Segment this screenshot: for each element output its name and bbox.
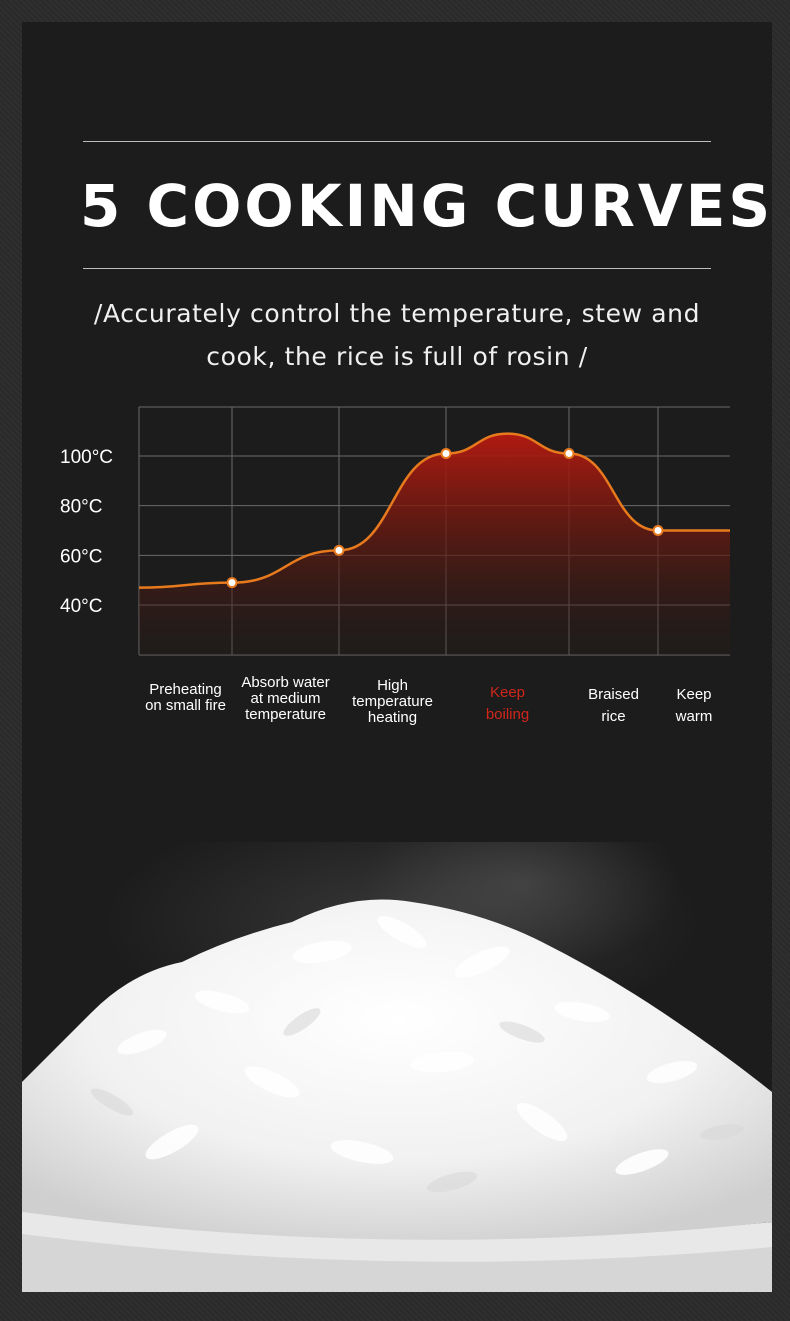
stage-label-4: Keep boiling	[448, 682, 568, 726]
subtitle: /Accurately control the temperature, ste…	[52, 292, 742, 378]
stage-label-2: Absorb water at medium temperature	[226, 675, 346, 723]
curve-point-marker-1	[226, 577, 238, 589]
page-title: 5 COOKING CURVES	[80, 172, 772, 240]
content-panel: 5 COOKING CURVES /Accurately control the…	[22, 22, 772, 1292]
y-tick-label: 80°C	[60, 497, 102, 518]
stage-label-line: heating	[367, 709, 418, 726]
stage-label-5: Braised rice	[554, 684, 674, 728]
curve-point-marker-5	[652, 525, 664, 536]
rice-bowl-image	[22, 842, 772, 1292]
divider-top	[83, 141, 711, 142]
stage-label-line: Preheating	[149, 681, 222, 698]
stage-label-line: rice	[601, 708, 626, 725]
stage-label-3: High temperature heating	[333, 678, 453, 726]
stage-label-line: warm	[675, 708, 713, 725]
stage-label-1: Preheating on small fire	[126, 682, 246, 714]
curve-point-marker-2	[333, 544, 345, 556]
y-tick-label: 60°C	[60, 546, 102, 567]
stage-label-line: Keep	[489, 684, 526, 701]
stage-label-line: at medium	[250, 690, 321, 707]
subtitle-line-1: /Accurately control the temperature, ste…	[93, 299, 701, 328]
stage-label-line: on small fire	[145, 697, 226, 714]
cooking-curve-chart: 100°C 80°C 60°C 40°C	[60, 406, 730, 656]
curve-point-marker-4	[563, 448, 575, 460]
y-tick-label: 40°C	[60, 596, 102, 617]
divider-bottom	[83, 268, 711, 269]
stage-label-line: Keep	[676, 686, 712, 703]
curve-area-fill	[139, 433, 730, 655]
stage-label-line: Braised	[588, 686, 639, 703]
stage-label-line: Absorb water	[241, 674, 330, 691]
stage-label-line: High	[377, 677, 408, 694]
stage-label-6: Keep warm	[634, 684, 754, 728]
curve-line	[138, 432, 730, 589]
subtitle-line-2: cook, the rice is full of rosin /	[206, 342, 588, 371]
stage-label-line: temperature	[352, 693, 433, 710]
stage-label-line: boiling	[485, 706, 530, 723]
y-tick-label: 100°C	[60, 447, 113, 468]
curve-point-marker-3	[440, 448, 452, 460]
stage-label-line: temperature	[245, 706, 326, 723]
